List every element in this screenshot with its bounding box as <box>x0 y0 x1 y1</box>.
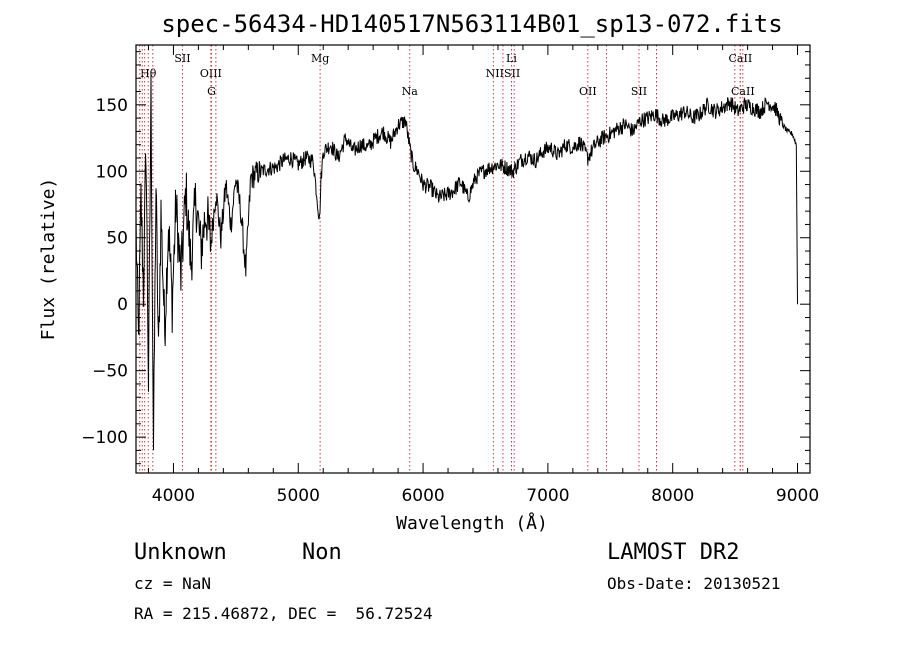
spectral-line-label: CaII <box>731 85 755 98</box>
y-tick-label: −50 <box>92 362 128 382</box>
spectral-line-label: Na <box>402 85 419 98</box>
y-tick-label: 50 <box>106 229 128 249</box>
sky-coordinates: RA = 215.46872, DEC = 56.72524 <box>134 604 433 623</box>
spectrum-line <box>135 72 798 451</box>
survey-name: LAMOST DR2 <box>607 540 739 565</box>
observation-date: Obs-Date: 20130521 <box>607 574 780 593</box>
x-tick-label: 9000 <box>776 486 819 506</box>
y-axis-label: Flux (relative) <box>38 178 59 341</box>
spectral-line-label: NIISII <box>486 67 521 80</box>
y-tick-label: 0 <box>117 295 128 315</box>
spectral-line-label: Mg <box>311 52 329 65</box>
spectral-line-label: SII <box>174 52 190 65</box>
y-tick-label: −100 <box>81 428 128 448</box>
spectral-line-label: OIII <box>200 67 222 80</box>
spectrum-series <box>135 72 798 451</box>
x-tick-label: 8000 <box>651 486 694 506</box>
x-axis: 4000 5000 6000 7000 8000 9000 <box>147 45 819 506</box>
x-tick-label: 7000 <box>526 486 569 506</box>
x-tick-label: 6000 <box>401 486 444 506</box>
spectral-line-label: OII <box>579 85 597 98</box>
object-subclass: Non <box>302 540 342 565</box>
chart-title: spec-56434-HD140517N563114B01_sp13-072.f… <box>161 10 782 38</box>
object-class: Unknown <box>134 540 227 565</box>
spectral-line-label: Li <box>506 52 517 65</box>
spectral-line-label: G <box>207 85 216 98</box>
x-axis-label: Wavelength (Å) <box>396 512 548 534</box>
x-tick-label: 4000 <box>152 486 195 506</box>
spectral-line-label: SII <box>631 85 647 98</box>
y-tick-label: 100 <box>96 162 128 182</box>
y-axis: −100 −50 0 50 100 150 <box>81 51 810 465</box>
y-tick-label: 150 <box>96 96 128 116</box>
x-tick-label: 5000 <box>277 486 320 506</box>
redshift-value: cz = NaN <box>134 574 211 593</box>
